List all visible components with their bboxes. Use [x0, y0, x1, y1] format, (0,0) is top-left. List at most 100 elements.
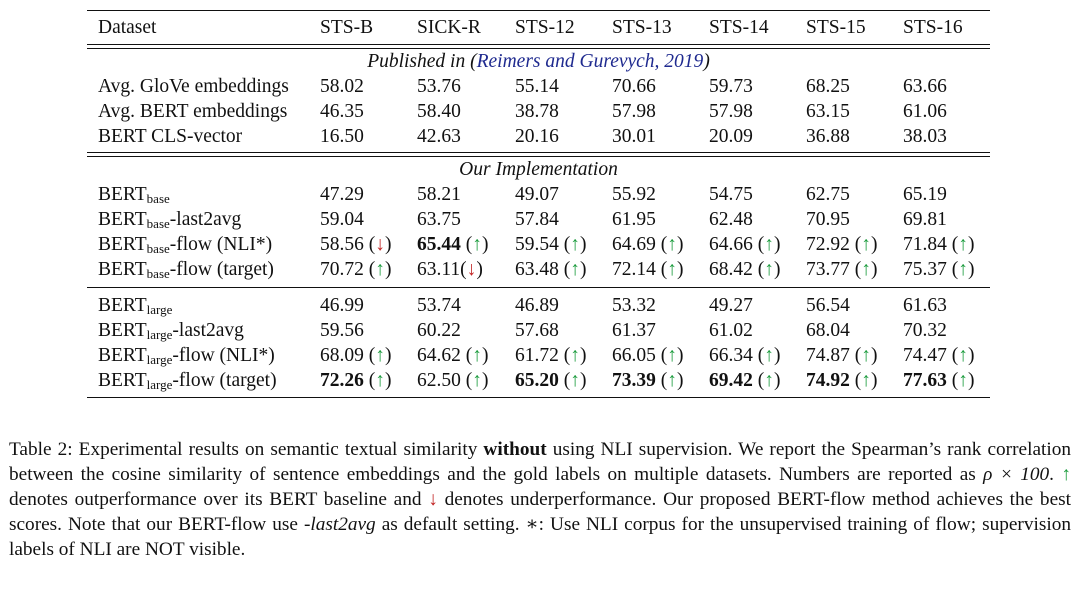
score-cell: 71.84 (↑)	[903, 232, 975, 257]
score-cell: 20.16	[515, 124, 559, 149]
score-cell: 59.04	[320, 207, 364, 232]
score-cell: 56.54	[806, 293, 850, 318]
table-row: BERTlarge-flow (NLI*) 68.09 (↑) 64.62 (↑) 6…	[87, 343, 990, 368]
score-value: 59.04	[320, 209, 364, 230]
score-cell: 72.92 (↑)	[806, 232, 878, 257]
citation-link[interactable]: Reimers and Gurevych, 2019	[476, 51, 704, 72]
row-label: BERTbase-last2avg	[98, 207, 241, 232]
row-label-suffix: -flow (target)	[172, 370, 277, 391]
section-title-implementation: Our Implementation	[87, 157, 990, 182]
score-value: 57.68	[515, 320, 559, 341]
row-label-text: BERT	[98, 259, 147, 280]
score-value: 72.14	[612, 259, 656, 280]
paren-close: )	[774, 234, 781, 255]
up-arrow-icon: ↑	[861, 234, 871, 255]
row-label-subscript: large	[146, 302, 173, 317]
row-label: Avg. GloVe embeddings	[98, 74, 289, 99]
paren-close: )	[385, 370, 392, 391]
score-value: 16.50	[320, 126, 364, 147]
score-value: 70.66	[612, 76, 656, 97]
row-label: BERTlarge-flow (target)	[98, 368, 277, 393]
section-rule	[87, 287, 990, 288]
score-cell: 57.68	[515, 318, 559, 343]
paren-close: )	[482, 345, 489, 366]
up-arrow-icon: ↑	[667, 234, 677, 255]
paren-close: )	[871, 370, 878, 391]
score-value: 59.73	[709, 76, 753, 97]
score-value: 65.20	[515, 370, 559, 391]
header-sts-b: STS-B	[320, 17, 374, 38]
score-value: 70.72	[320, 259, 364, 280]
header-sts-13: STS-13	[612, 17, 672, 38]
score-value: 53.74	[417, 295, 461, 316]
score-value: 62.48	[709, 209, 753, 230]
score-cell: 65.19	[903, 182, 947, 207]
paren-open: (	[849, 370, 862, 391]
paren-close: )	[774, 259, 781, 280]
score-value: 75.37	[903, 259, 947, 280]
up-arrow-icon: ↑	[958, 345, 968, 366]
score-value: 72.92	[806, 234, 850, 255]
score-cell: 74.92 (↑)	[806, 368, 878, 393]
up-arrow-icon: ↑	[861, 370, 871, 391]
section-large-rows: BERTlarge 46.99 53.74 46.89 53.32 49.27 56.54 6…	[87, 293, 990, 393]
paren-open: (	[752, 259, 765, 280]
score-cell: 65.20 (↑)	[515, 368, 587, 393]
up-arrow-icon: ↑	[667, 345, 677, 366]
score-value: 53.76	[417, 76, 461, 97]
paren-open: (	[946, 259, 959, 280]
paren-open: (	[655, 234, 668, 255]
row-label-suffix: -last2avg	[172, 320, 244, 341]
asterisk-symbol: ∗	[525, 514, 539, 535]
score-value: 69.42	[709, 370, 753, 391]
score-cell: 66.05 (↑)	[612, 343, 684, 368]
paren-open: (	[558, 234, 571, 255]
paren-close: )	[677, 234, 684, 255]
score-value: 63.15	[806, 101, 850, 122]
row-label-text: BERT	[98, 345, 147, 366]
score-value: 63.75	[417, 209, 461, 230]
score-cell: 38.78	[515, 99, 559, 124]
paren-close: )	[476, 259, 483, 280]
paren-open: (	[558, 259, 571, 280]
table-row: BERTlarge 46.99 53.74 46.89 53.32 49.27 56.54 6…	[87, 293, 990, 318]
paren-open: (	[849, 259, 862, 280]
paren-close: )	[968, 234, 975, 255]
paren-open: (	[460, 345, 473, 366]
table-bottom-rule	[87, 397, 990, 398]
score-value: 68.25	[806, 76, 850, 97]
score-value: 58.02	[320, 76, 364, 97]
paren-close: )	[580, 234, 587, 255]
header-sts-12: STS-12	[515, 17, 575, 38]
score-value: 62.50	[417, 370, 461, 391]
row-label-subscript: base	[146, 191, 170, 206]
up-arrow-icon: ↑	[570, 370, 580, 391]
paren-open: (	[946, 345, 959, 366]
score-value: 42.63	[417, 126, 461, 147]
score-value: 64.62	[417, 345, 461, 366]
score-cell: 53.32	[612, 293, 656, 318]
score-value: 66.05	[612, 345, 656, 366]
score-value: 59.56	[320, 320, 364, 341]
score-value: 61.37	[612, 320, 656, 341]
up-arrow-icon: ↑	[1061, 464, 1071, 485]
score-cell: 68.09 (↑)	[320, 343, 392, 368]
score-value: 57.98	[709, 101, 753, 122]
score-value: 74.47	[903, 345, 947, 366]
row-label-text: BERT	[98, 184, 147, 205]
row-label: BERT CLS-vector	[98, 124, 242, 149]
paren-open: (	[460, 234, 473, 255]
score-value: 56.54	[806, 295, 850, 316]
score-cell: 62.50 (↑)	[417, 368, 489, 393]
score-cell: 70.72 (↑)	[320, 257, 392, 282]
score-value: 60.22	[417, 320, 461, 341]
up-arrow-icon: ↑	[958, 259, 968, 280]
header-sts-15: STS-15	[806, 17, 866, 38]
score-cell: 61.06	[903, 99, 947, 124]
score-value: 70.95	[806, 209, 850, 230]
score-cell: 63.75	[417, 207, 461, 232]
paren-open: (	[460, 259, 467, 280]
row-label-text: BERT CLS-vector	[98, 126, 243, 147]
paren-close: )	[871, 345, 878, 366]
score-value: 58.56	[320, 234, 364, 255]
